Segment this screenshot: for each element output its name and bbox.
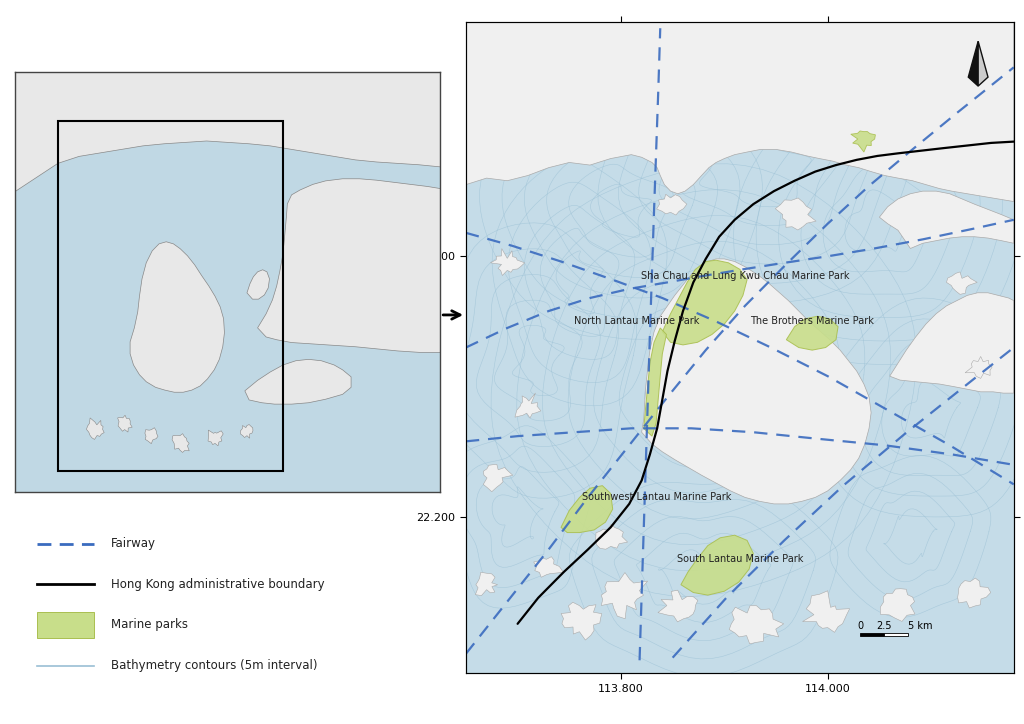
Polygon shape: [656, 194, 687, 215]
Polygon shape: [130, 242, 224, 392]
Polygon shape: [978, 41, 988, 86]
Polygon shape: [642, 259, 871, 504]
Polygon shape: [490, 248, 524, 276]
Bar: [37, 612, 94, 638]
Polygon shape: [561, 486, 612, 533]
Text: Hong Kong administrative boundary: Hong Kong administrative boundary: [111, 578, 325, 591]
Polygon shape: [145, 428, 158, 444]
Text: Marine parks: Marine parks: [111, 618, 187, 631]
Polygon shape: [890, 292, 1014, 393]
Polygon shape: [965, 356, 992, 379]
Polygon shape: [851, 131, 876, 152]
Polygon shape: [172, 434, 189, 452]
Polygon shape: [515, 393, 541, 418]
Text: Fairway: Fairway: [111, 537, 156, 550]
Polygon shape: [786, 316, 838, 350]
Polygon shape: [247, 270, 269, 299]
Polygon shape: [946, 272, 977, 295]
Polygon shape: [241, 424, 253, 438]
Polygon shape: [644, 328, 667, 436]
Text: Southwest Lantau Marine Park: Southwest Lantau Marine Park: [583, 492, 732, 502]
Polygon shape: [475, 572, 498, 596]
Polygon shape: [729, 606, 783, 644]
Polygon shape: [881, 589, 915, 621]
Polygon shape: [803, 591, 850, 632]
Text: The Brothers Marine Park: The Brothers Marine Park: [751, 316, 874, 327]
Text: Bathymetry contours (5m interval): Bathymetry contours (5m interval): [111, 659, 317, 672]
Polygon shape: [663, 260, 748, 345]
Text: 5 km: 5 km: [908, 621, 933, 631]
Polygon shape: [596, 524, 628, 550]
Polygon shape: [601, 573, 647, 619]
Polygon shape: [681, 535, 754, 595]
Polygon shape: [466, 22, 1014, 201]
Polygon shape: [483, 465, 513, 492]
Polygon shape: [775, 198, 816, 230]
Text: 0: 0: [857, 621, 863, 631]
Polygon shape: [561, 602, 602, 640]
Text: 2.5: 2.5: [877, 621, 892, 631]
Polygon shape: [534, 557, 563, 577]
Text: North Lantau Marine Park: North Lantau Marine Park: [573, 316, 699, 327]
Bar: [860, 633, 884, 636]
Text: South Lantau Marine Park: South Lantau Marine Park: [677, 554, 803, 564]
Text: Sha Chau and Lung Kwu Chau Marine Park: Sha Chau and Lung Kwu Chau Marine Park: [641, 271, 849, 281]
Polygon shape: [880, 191, 1014, 248]
Bar: [884, 633, 908, 636]
Polygon shape: [15, 72, 440, 191]
Polygon shape: [258, 179, 440, 353]
Bar: [57, 122, 283, 471]
Polygon shape: [118, 415, 132, 432]
Polygon shape: [208, 430, 223, 446]
Polygon shape: [86, 418, 104, 439]
Polygon shape: [957, 578, 991, 608]
Polygon shape: [657, 590, 697, 622]
Polygon shape: [969, 41, 978, 86]
Polygon shape: [245, 359, 351, 404]
